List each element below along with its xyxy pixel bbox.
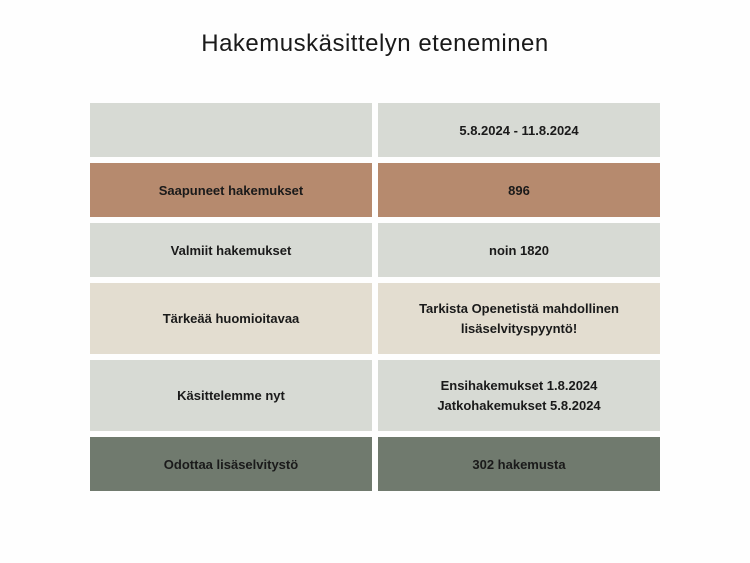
table-row: Tärkeää huomioitavaa Tarkista Openetistä… [90, 283, 660, 354]
table-row: Valmiit hakemukset noin 1820 [90, 223, 660, 277]
row-label: Valmiit hakemukset [90, 223, 372, 277]
page-title: Hakemuskäsittelyn eteneminen [90, 30, 660, 58]
row-value: Tarkista Openetistä mahdollinen lisäselv… [378, 283, 660, 354]
row-label [90, 103, 372, 157]
row-value: 5.8.2024 - 11.8.2024 [378, 103, 660, 157]
row-label: Saapuneet hakemukset [90, 163, 372, 217]
row-value: noin 1820 [378, 223, 660, 277]
row-value: 896 [378, 163, 660, 217]
row-value: 302 hakemusta [378, 437, 660, 491]
status-table: 5.8.2024 - 11.8.2024 Saapuneet hakemukse… [90, 103, 660, 491]
table-row: Käsittelemme nyt Ensihakemukset 1.8.2024… [90, 360, 660, 431]
table-row: 5.8.2024 - 11.8.2024 [90, 103, 660, 157]
row-value-multiline: Ensihakemukset 1.8.2024Jatkohakemukset 5… [378, 360, 660, 431]
row-label: Tärkeää huomioitavaa [90, 283, 372, 354]
row-label: Odottaa lisäselvitystö [90, 437, 372, 491]
table-row: Odottaa lisäselvitystö 302 hakemusta [90, 437, 660, 491]
row-label: Käsittelemme nyt [90, 360, 372, 431]
table-row: Saapuneet hakemukset 896 [90, 163, 660, 217]
